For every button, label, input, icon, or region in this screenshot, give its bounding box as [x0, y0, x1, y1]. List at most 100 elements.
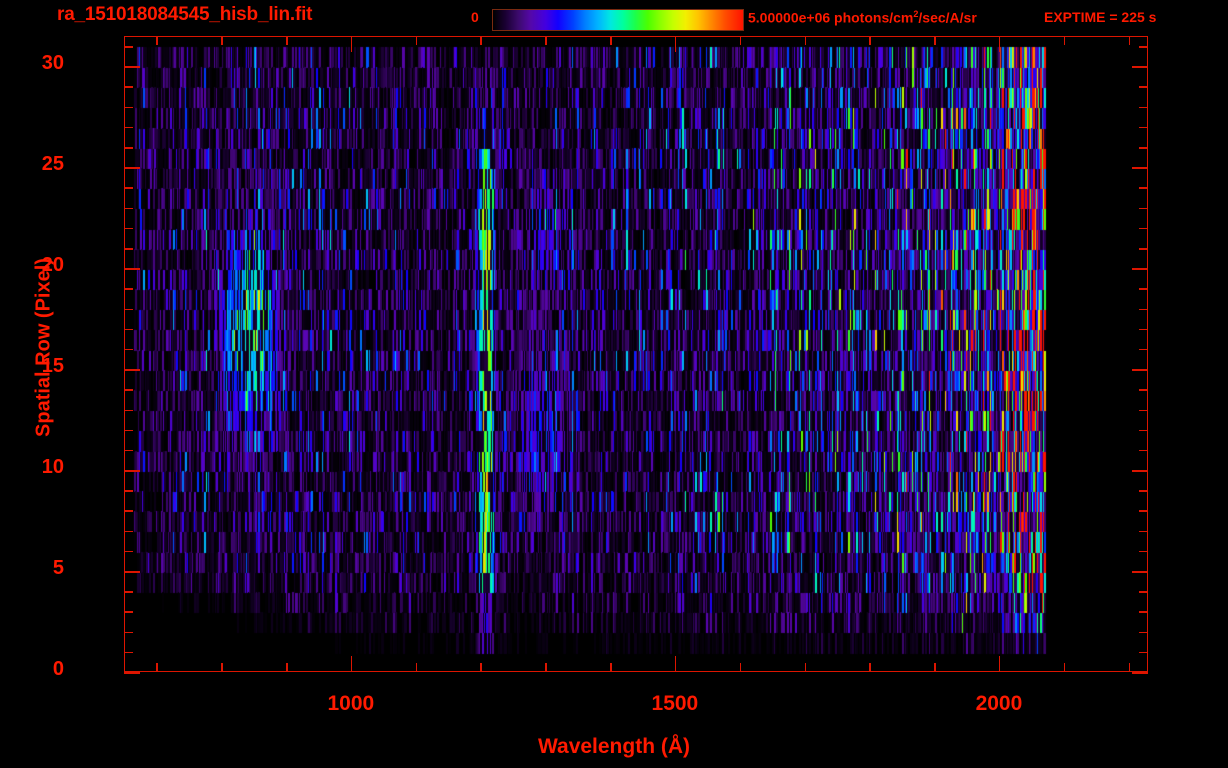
y-major-tick-right: [1132, 66, 1148, 68]
y-major-tick-right: [1132, 167, 1148, 169]
y-minor-tick-right: [1139, 126, 1148, 129]
y-minor-tick: [124, 328, 133, 331]
colorbar-units-superscript: 2: [913, 9, 919, 19]
y-minor-tick-right: [1139, 490, 1148, 492]
y-minor-tick: [124, 348, 133, 351]
x-minor-tick-top: [545, 36, 547, 45]
y-minor-tick: [124, 308, 133, 311]
x-minor-tick: [480, 663, 482, 672]
x-minor-tick-top: [869, 36, 871, 45]
y-major-tick: [124, 268, 140, 270]
y-minor-tick-right: [1139, 550, 1148, 553]
y-axis-title: Spatial Row (Pixel): [32, 258, 55, 437]
x-minor-tick-top: [221, 36, 223, 45]
y-minor-tick: [124, 126, 133, 129]
y-minor-tick-right: [1139, 227, 1148, 230]
y-minor-tick: [124, 106, 133, 109]
x-major-tick-top: [674, 36, 677, 52]
y-minor-tick: [124, 490, 133, 492]
y-minor-tick: [124, 651, 133, 654]
y-minor-tick-right: [1139, 147, 1148, 149]
y-minor-tick-right: [1139, 288, 1148, 290]
y-minor-tick: [124, 389, 133, 391]
y-minor-tick: [124, 530, 133, 533]
colorbar: [492, 9, 744, 31]
y-minor-tick: [124, 510, 133, 512]
y-major-tick: [124, 369, 140, 371]
colorbar-gradient: [493, 10, 743, 30]
x-major-tick: [674, 656, 677, 672]
y-minor-tick-right: [1139, 348, 1148, 351]
y-minor-tick: [124, 429, 133, 432]
y-major-tick: [124, 470, 140, 472]
x-minor-tick: [739, 663, 742, 672]
y-tick-label: 20: [41, 254, 64, 277]
y-minor-tick: [124, 591, 133, 593]
y-minor-tick-right: [1139, 389, 1148, 391]
exptime-label: EXPTIME = 225 s: [1044, 9, 1157, 25]
x-minor-tick: [804, 663, 806, 672]
y-minor-tick-right: [1139, 328, 1148, 331]
y-major-tick: [124, 571, 140, 573]
y-minor-tick: [124, 187, 133, 189]
y-major-tick-right: [1132, 268, 1148, 270]
y-minor-tick: [124, 288, 133, 290]
x-minor-tick: [1063, 663, 1066, 672]
y-minor-tick-right: [1139, 106, 1148, 109]
y-major-tick: [124, 66, 140, 68]
x-minor-tick: [156, 663, 158, 672]
x-minor-tick-top: [1128, 36, 1131, 45]
x-minor-tick-top: [1063, 36, 1066, 45]
y-tick-label: 30: [41, 52, 64, 75]
x-minor-tick: [221, 663, 223, 672]
page-title: ra_151018084545_hisb_lin.fit: [57, 4, 313, 25]
y-major-tick-right: [1132, 672, 1148, 674]
y-tick-label: 0: [52, 658, 64, 680]
x-minor-tick-top: [415, 36, 418, 45]
y-minor-tick: [124, 409, 133, 412]
x-tick-label: 2000: [975, 692, 1023, 715]
y-major-tick-right: [1132, 369, 1148, 371]
y-minor-tick-right: [1139, 651, 1148, 654]
x-axis-title: Wavelength (Å): [537, 735, 691, 758]
y-minor-tick: [124, 147, 133, 149]
colorbar-max-value: 5.00000e+06: [748, 9, 831, 26]
y-minor-tick-right: [1139, 86, 1148, 88]
y-major-tick-right: [1132, 470, 1148, 472]
x-minor-tick: [869, 663, 871, 672]
y-tick-label: 15: [41, 355, 64, 378]
x-minor-tick-top: [934, 36, 936, 45]
y-minor-tick: [124, 207, 133, 210]
x-minor-tick-top: [804, 36, 806, 45]
colorbar-min-label: 0: [471, 9, 479, 25]
y-minor-tick: [124, 550, 133, 553]
y-minor-tick-right: [1139, 510, 1148, 512]
y-minor-tick-right: [1139, 631, 1148, 634]
y-major-tick: [124, 672, 140, 674]
y-minor-tick: [124, 86, 133, 88]
y-minor-tick-right: [1139, 248, 1148, 250]
y-minor-tick: [124, 248, 133, 250]
x-major-tick-top: [998, 36, 1001, 52]
y-minor-tick-right: [1139, 611, 1148, 613]
x-minor-tick: [286, 663, 288, 672]
y-tick-label: 25: [41, 153, 64, 176]
y-major-tick: [124, 167, 140, 169]
colorbar-max-label: 5.00000e+06 photons/cm2/sec/A/sr: [748, 9, 977, 26]
y-minor-tick-right: [1139, 530, 1148, 533]
y-minor-tick-right: [1139, 187, 1148, 189]
x-minor-tick: [545, 663, 547, 672]
x-minor-tick-top: [156, 36, 158, 45]
plot-frame: [124, 36, 1148, 672]
y-minor-tick: [124, 227, 133, 230]
y-minor-tick-right: [1139, 591, 1148, 593]
x-tick-label: 1500: [651, 692, 699, 715]
y-tick-label: 5: [52, 557, 64, 580]
y-minor-tick-right: [1139, 46, 1148, 48]
x-minor-tick: [1128, 663, 1131, 672]
x-major-tick-top: [350, 36, 353, 52]
y-minor-tick-right: [1139, 429, 1148, 432]
x-major-tick: [350, 656, 353, 672]
x-minor-tick: [415, 663, 418, 672]
